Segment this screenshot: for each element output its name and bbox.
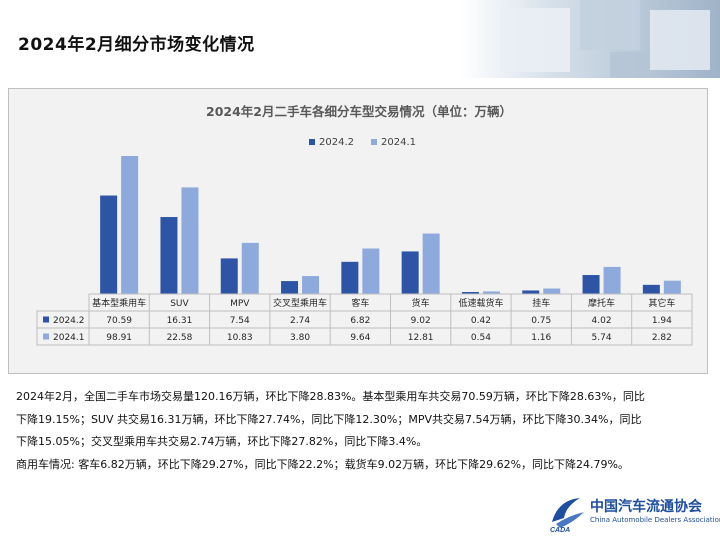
bar-2024.1-4 [302,276,320,294]
data-label: 2.82 [652,333,672,343]
bar-2024.2-7 [461,292,479,294]
data-label: 0.54 [471,333,491,343]
category-tick-label: 货车 [412,297,430,309]
table-row-swatch [43,333,49,340]
category-tick-label: 客车 [351,297,369,309]
bar-2024.2-9 [582,275,600,294]
legend-swatch-2024-1 [371,139,377,145]
logo-name-cn: 中国汽车流通协会 [590,499,702,515]
data-label: 4.02 [592,316,612,326]
analysis-text: 2024年2月，全国二手车市场交易量120.16万辆，环比下降28.83%。基本… [16,386,706,476]
data-label: 0.75 [531,316,551,326]
bar-2024.2-5 [341,261,359,294]
paragraph-line: 2024年2月，全国二手车市场交易量120.16万辆，环比下降28.83%。基本… [16,390,645,403]
data-label: 1.16 [531,333,551,343]
bar-2024.2-4 [281,281,299,294]
chart-title: 2024年2月二手车各细分车型交易情况（单位：万辆） [206,104,512,119]
paragraph-line: 下降19.15%；SUV 共交易16.31万辆，环比下降27.74%，同比下降1… [16,412,642,426]
data-label: 70.59 [106,316,132,326]
bar-2024.1-1 [121,156,139,294]
logo-emblem-icon: CADA [550,498,584,534]
data-label: 0.42 [471,316,491,326]
category-tick-label: 其它车 [648,297,675,309]
bar-2024.1-5 [362,248,380,294]
data-label: 6.82 [350,316,370,326]
table-row-label: 2024.2 [53,316,85,326]
category-tick-label: SUV [170,299,189,309]
table-row-swatch [43,316,49,323]
legend-label-2024-2: 2024.2 [319,137,354,148]
legend-swatch-2024-2 [309,139,315,145]
category-tick-label: 基本型乘用车 [92,297,146,309]
bar-2024.1-10 [663,280,681,294]
bar-2024.1-3 [241,242,259,294]
data-label: 9.64 [350,333,370,343]
data-label: 7.54 [230,316,250,326]
data-label: 3.80 [290,333,310,343]
bar-2024.2-3 [220,258,238,294]
bar-2024.2-6 [401,251,419,294]
data-label: 16.31 [167,316,193,326]
category-tick-label: 交叉型乘用车 [273,297,327,309]
data-label: 12.81 [408,333,434,343]
category-tick-label: 挂车 [532,297,550,309]
logo-name-en: China Automobile Dealers Association [590,516,720,524]
category-tick-label: 摩托车 [588,297,615,309]
slide-header: 2024年2月细分市场变化情况 [0,0,720,78]
data-label: 22.58 [167,333,193,343]
legend-item-2024-1: 2024.1 [371,137,416,148]
bar-2024.1-2 [181,187,199,294]
bar-2024.2-10 [642,284,660,294]
bar-2024.1-9 [603,266,621,294]
legend-label-2024-1: 2024.1 [381,137,416,148]
bar-2024.2-8 [522,290,540,294]
data-label: 10.83 [227,333,253,343]
bar-2024.2-2 [160,217,178,294]
bar-2024.1-7 [482,291,500,294]
slide-title: 2024年2月细分市场变化情况 [18,35,255,55]
paragraph-line: 商用车情况: 客车6.82万辆，环比下降29.27%，同比下降22.2%；载货车… [16,457,629,471]
bar-2024.1-8 [543,288,561,294]
paragraph-line: 下降15.05%；交叉型乘用车共交易2.74万辆，环比下降27.82%，同比下降… [16,435,428,448]
header-decoration-image [460,0,720,78]
chart-panel: 2024年2月二手车各细分车型交易情况（单位：万辆） 2024.2 2024.1… [8,88,708,374]
table-row-label: 2024.1 [53,333,85,343]
data-label: 5.74 [592,333,612,343]
data-label: 2.74 [290,316,310,326]
logo-emblem-text: CADA [550,527,570,534]
category-tick-label: MPV [230,299,250,309]
association-logo: CADA 中国汽车流通协会 China Automobile Dealers A… [546,494,720,534]
category-tick-label: 低速载货车 [458,297,503,309]
bar-2024.2-1 [100,195,118,294]
data-label: 1.94 [652,316,672,326]
bar-2024.1-6 [422,233,440,294]
data-label: 98.91 [106,333,132,343]
data-label: 9.02 [411,316,431,326]
chart-plot: 基本型乘用车 SUV MPV 交叉型乘用车 客车 货车 低速载货车 挂车 摩托车 其它车 2024.… [36,156,693,346]
legend-item-2024-2: 2024.2 [309,137,354,148]
